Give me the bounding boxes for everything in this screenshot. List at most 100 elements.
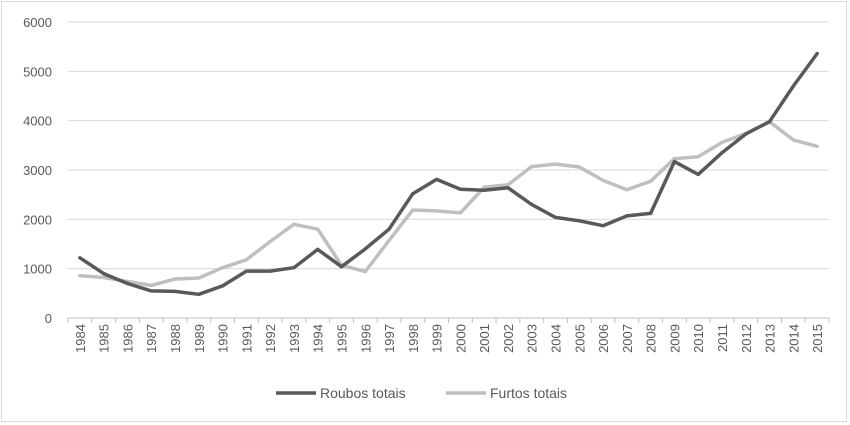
x-tick-label: 2013 [763, 324, 778, 353]
x-tick-label: 2004 [549, 324, 564, 353]
x-tick-label: 2015 [810, 324, 825, 353]
x-tick-label: 1997 [382, 324, 397, 353]
data-point [435, 209, 439, 213]
data-point [482, 188, 486, 192]
y-tick-label: 0 [45, 311, 52, 326]
data-point [387, 227, 391, 231]
x-tick-label: 1998 [406, 324, 421, 353]
x-tick-label: 2011 [715, 324, 730, 352]
data-point [815, 144, 819, 148]
y-tick-label: 6000 [23, 15, 52, 30]
x-tick-label: 2002 [501, 324, 516, 353]
data-point [791, 138, 795, 142]
data-point [149, 283, 153, 287]
x-tick-label: 2003 [525, 324, 540, 353]
x-tick-label: 2007 [620, 324, 635, 353]
data-point [268, 269, 272, 273]
x-tick-label: 1993 [287, 324, 302, 353]
x-tick-label: 2006 [596, 324, 611, 353]
data-point [696, 155, 700, 159]
data-point [411, 192, 415, 196]
data-point [553, 162, 558, 166]
x-tick-label: 2010 [691, 324, 706, 353]
x-axis: 1984 1985 1986 1987 1988 1989 1990 1991 1992 1993… [67, 317, 830, 353]
x-tick-label: 1985 [97, 324, 112, 353]
legend-label: Furtos totais [490, 385, 567, 401]
data-point [601, 224, 605, 228]
data-point [720, 151, 724, 155]
series-line-1 [78, 119, 819, 288]
x-tick-label: 1992 [263, 324, 278, 353]
data-point [268, 239, 272, 244]
x-tick-label: 2000 [453, 324, 468, 353]
data-point [435, 177, 439, 181]
y-tick-label: 3000 [23, 163, 52, 178]
x-tick-label: 1994 [311, 324, 326, 353]
x-tick-label: 2009 [667, 324, 682, 353]
data-point [506, 183, 510, 187]
x-tick-label: 1995 [334, 324, 349, 353]
data-point [625, 214, 629, 218]
gridlines [68, 21, 829, 319]
series-lines [78, 51, 819, 297]
data-point [339, 265, 344, 269]
x-tick-label: 1990 [216, 324, 231, 353]
data-point [173, 289, 177, 293]
data-point [244, 269, 248, 273]
data-point [78, 274, 82, 278]
y-tick-label: 2000 [23, 212, 52, 227]
x-tick-label: 1984 [73, 324, 88, 353]
x-tick-label: 1988 [168, 324, 183, 353]
data-point [696, 172, 700, 176]
data-point [221, 266, 225, 270]
data-point [197, 276, 201, 280]
data-point [173, 277, 177, 281]
data-point [672, 157, 677, 161]
y-tick-label: 5000 [23, 64, 52, 79]
data-point [530, 164, 534, 169]
x-tick-label: 2001 [477, 324, 492, 353]
data-point [244, 258, 248, 262]
data-point [125, 281, 130, 286]
data-point [316, 227, 320, 231]
legend: Roubos totais Furtos totais [276, 385, 567, 401]
x-tick-label: 2014 [786, 324, 801, 353]
data-point [363, 270, 367, 274]
data-point [649, 211, 653, 215]
y-axis-ticks: 0 1000 2000 3000 4000 5000 6000 [23, 15, 52, 326]
y-tick-label: 1000 [23, 262, 52, 277]
data-point [387, 238, 391, 243]
data-point [458, 211, 462, 215]
x-tick-label: 2012 [739, 324, 754, 353]
series-line-0 [78, 51, 819, 297]
data-point [744, 132, 748, 136]
data-point [577, 219, 581, 223]
y-tick-label: 4000 [23, 114, 52, 129]
data-point [506, 186, 510, 190]
x-tick-label: 2008 [644, 324, 659, 353]
x-tick-label: 1987 [144, 324, 159, 353]
x-tick-label: 1989 [192, 324, 207, 353]
legend-label: Roubos totais [320, 385, 406, 401]
data-point [482, 185, 486, 189]
data-point [363, 247, 367, 251]
data-point [411, 208, 415, 212]
data-point [625, 188, 629, 192]
data-point [815, 52, 819, 56]
data-point [649, 179, 653, 183]
data-point [791, 84, 795, 88]
data-point [553, 215, 558, 219]
x-tick-label: 1999 [430, 324, 445, 353]
x-tick-label: 1996 [358, 324, 373, 353]
data-point [530, 202, 534, 207]
data-point [577, 165, 581, 169]
data-point [149, 289, 153, 293]
data-point [221, 284, 225, 288]
x-tick-label: 1986 [120, 324, 135, 353]
data-point [292, 266, 296, 270]
data-point [601, 178, 605, 182]
x-tick-label: 1991 [239, 324, 254, 353]
data-point [292, 222, 296, 226]
data-point [102, 275, 106, 280]
